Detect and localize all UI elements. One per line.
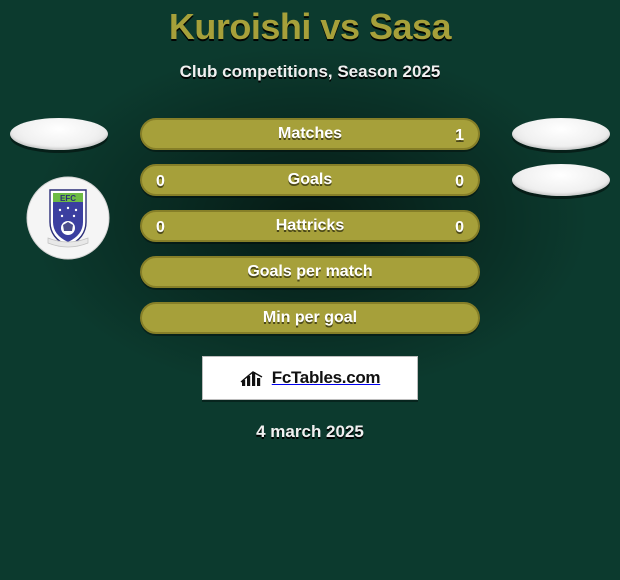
page-subtitle: Club competitions, Season 2025 (0, 62, 620, 82)
stat-value-right: 0 (455, 166, 464, 198)
stat-value-left: 0 (156, 212, 165, 244)
brand-link[interactable]: FcTables.com (202, 356, 418, 400)
stat-pill: Goals per match (140, 256, 480, 288)
stat-row-matches: Matches 1 (0, 118, 620, 164)
footer-date: 4 march 2025 (0, 422, 620, 442)
page-title: Kuroishi vs Sasa (0, 0, 620, 48)
stat-row-gpm: Goals per match (0, 256, 620, 302)
brand-text: FcTables.com (272, 368, 381, 388)
stat-label: Goals (288, 171, 332, 189)
stat-row-mpg: Min per goal (0, 302, 620, 348)
stat-label: Matches (278, 125, 342, 143)
stat-label: Hattricks (276, 217, 344, 235)
stat-label: Min per goal (263, 309, 357, 327)
page: Kuroishi vs Sasa Club competitions, Seas… (0, 0, 620, 442)
team-crest-left: EFC (26, 176, 110, 260)
stat-value-right: 0 (455, 212, 464, 244)
stat-pill: Matches 1 (140, 118, 480, 150)
player-disc-right (512, 164, 610, 196)
bar-chart-icon (240, 368, 266, 388)
stat-value-right: 1 (455, 120, 464, 152)
stat-pill: Min per goal (140, 302, 480, 334)
stat-label: Goals per match (247, 263, 372, 281)
crest-icon: EFC (26, 176, 110, 260)
stat-value-left: 0 (156, 166, 165, 198)
stat-pill: 0 Hattricks 0 (140, 210, 480, 242)
player-disc-left (10, 118, 108, 150)
svg-text:EFC: EFC (60, 194, 76, 203)
player-disc-right (512, 118, 610, 150)
stat-pill: 0 Goals 0 (140, 164, 480, 196)
